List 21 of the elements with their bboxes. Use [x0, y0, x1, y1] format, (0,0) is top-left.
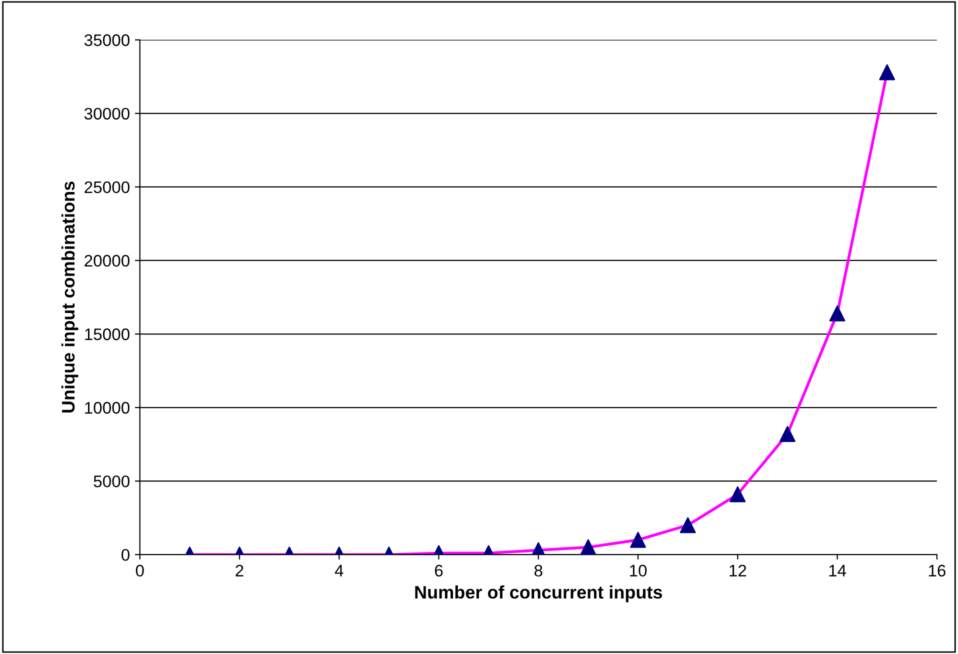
point [829, 305, 846, 322]
point [879, 64, 896, 80]
y-tick-label: 5000 [94, 475, 130, 488]
x-tick-label: 16 [928, 564, 946, 577]
y-tick-label: 25000 [84, 181, 130, 194]
x-tick-label: 12 [730, 564, 746, 576]
x-tick-label: 6 [434, 564, 443, 577]
y-tick-label: 35000 [84, 34, 130, 46]
x-tick-label: 0 [136, 564, 144, 577]
y-axis-title: Unique input combinations [61, 182, 78, 412]
x-tick-label: 8 [534, 564, 542, 577]
x-axis-title: Number of concurrent inputs [415, 585, 662, 602]
x-tick-label: 2 [236, 564, 244, 576]
y-tick-label: 0 [122, 548, 130, 561]
x-tick-label: 14 [829, 564, 846, 576]
y-tick-label: 20000 [84, 254, 130, 267]
y-tick-label: 30000 [84, 108, 130, 120]
y-tick-label: 10000 [85, 402, 130, 414]
x-tick-label: 10 [630, 564, 647, 577]
x-tick-label: 4 [334, 564, 344, 576]
y-tick-label: 15000 [85, 328, 130, 340]
